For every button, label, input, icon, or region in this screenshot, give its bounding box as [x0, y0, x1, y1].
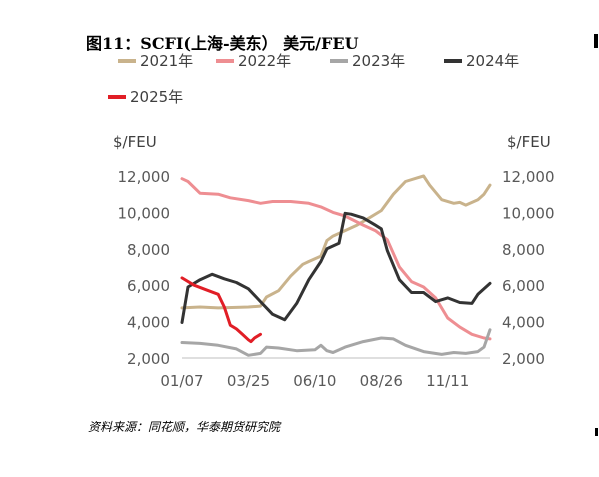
series-line — [180, 174, 492, 310]
adjacent-panel-edge — [594, 34, 598, 48]
x-tick-label: 01/07 — [160, 372, 203, 390]
x-tick-label: 06/10 — [293, 372, 336, 390]
legend-label: 2023年 — [352, 52, 405, 70]
x-tick-label: 03/25 — [227, 372, 270, 390]
series-line — [180, 276, 262, 344]
legend-label: 2022年 — [238, 52, 291, 70]
y-tick-label-right: 12,000 — [502, 168, 555, 186]
y-axis-unit-left: $/FEU — [113, 133, 157, 151]
y-axis-unit-right: $/FEU — [507, 133, 551, 151]
y-tick-label-left: 4,000 — [127, 314, 170, 332]
adjacent-panel-edge-lower — [595, 428, 598, 436]
legend-label: 2021年 — [140, 52, 193, 70]
series-line — [180, 211, 492, 324]
y-tick-label-right: 4,000 — [502, 314, 545, 332]
y-tick-label-left: 8,000 — [127, 241, 170, 259]
legend-label: 2025年 — [130, 88, 183, 106]
y-tick-label-left: 6,000 — [127, 277, 170, 295]
source-note: 资料来源：同花顺，华泰期货研究院 — [88, 420, 281, 434]
y-tick-label-left: 2,000 — [127, 350, 170, 368]
y-tick-label-right: 10,000 — [502, 204, 555, 222]
x-tick-label: 08/26 — [360, 372, 403, 390]
y-tick-label-left: 12,000 — [118, 168, 171, 186]
line-chart: 2021年 2022年 2023年 2024年 2025年 $/FEU $/FEU 2,000… — [108, 52, 555, 390]
legend-label: 2024年 — [466, 52, 519, 70]
chart-title: 图11：SCFI(上海-美东） 美元/FEU — [86, 34, 359, 53]
y-tick-label-right: 6,000 — [502, 277, 545, 295]
x-tick-label: 11/11 — [426, 372, 469, 390]
y-tick-label-left: 10,000 — [118, 204, 171, 222]
series-line — [180, 328, 492, 357]
y-tick-label-right: 2,000 — [502, 350, 545, 368]
y-tick-label-right: 8,000 — [502, 241, 545, 259]
